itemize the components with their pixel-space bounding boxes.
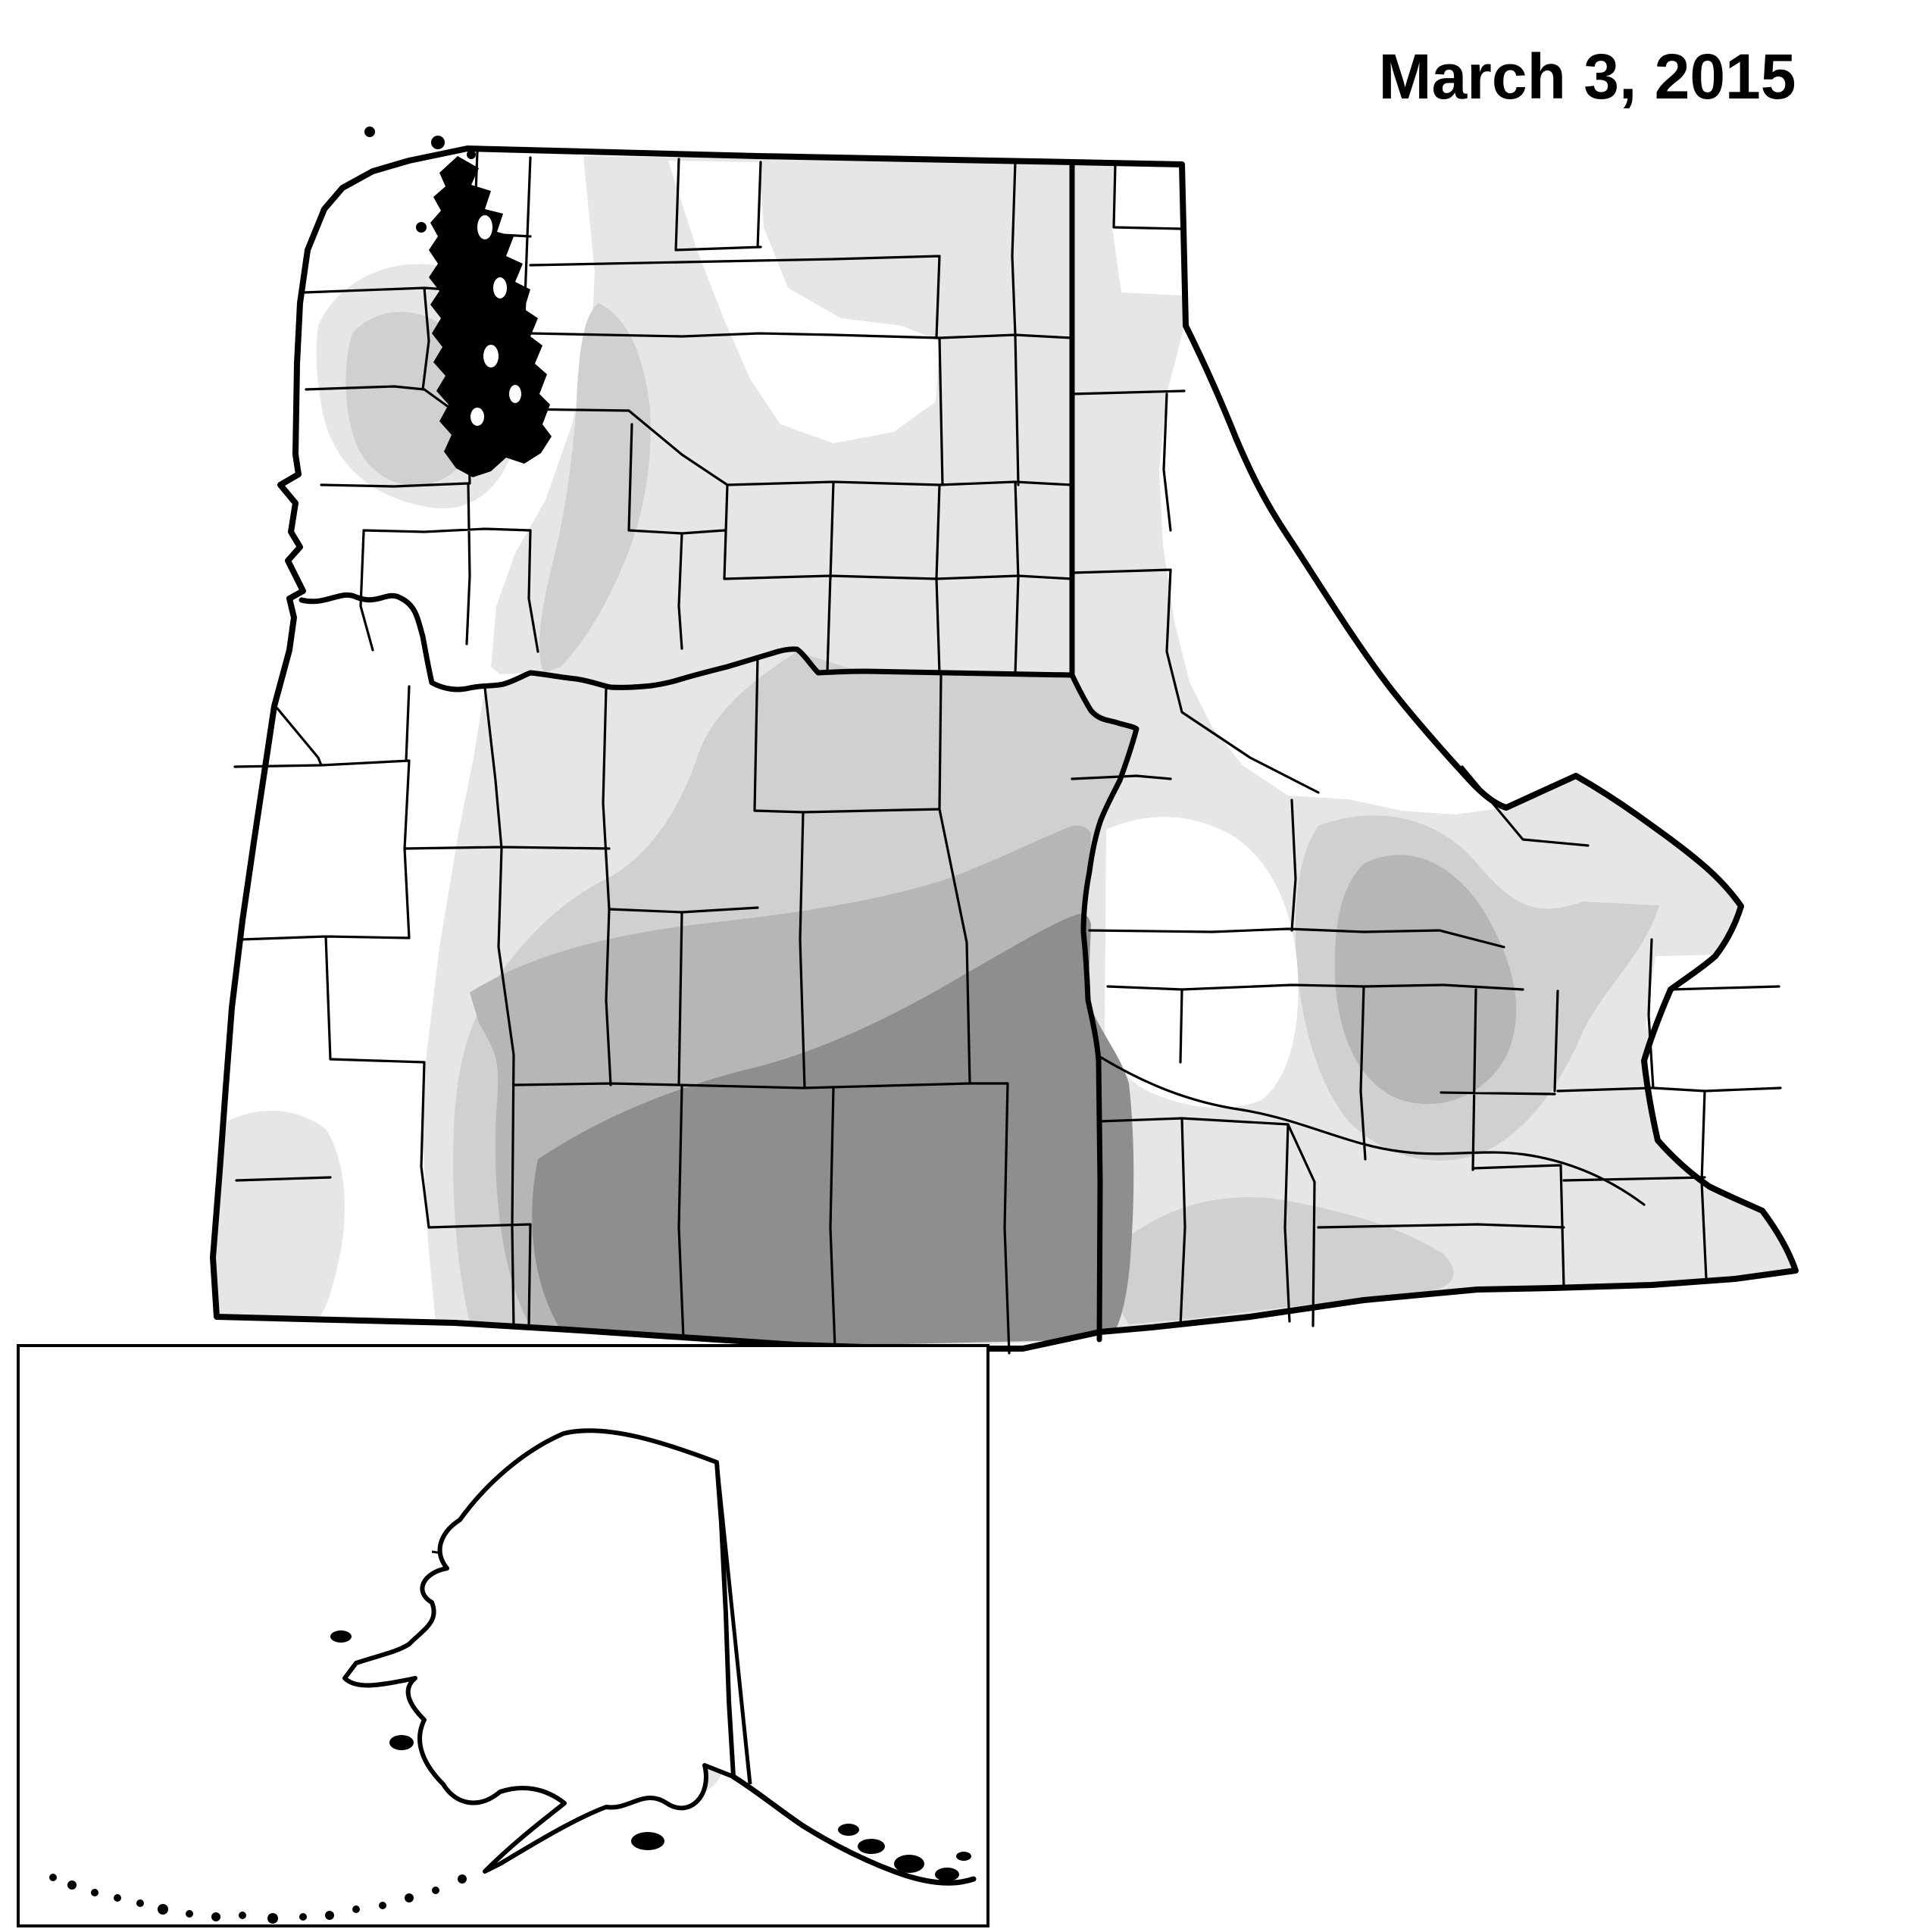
san-juan-island-dot <box>449 162 461 174</box>
island <box>956 1852 971 1861</box>
county-lines-idaho <box>1071 164 1782 1327</box>
st-lawrence-island <box>330 1630 352 1643</box>
alaska-canada-border <box>714 1462 752 1785</box>
island <box>894 1855 924 1873</box>
shade-d0-oregon-south-coast <box>215 1111 345 1318</box>
aleutian-dot <box>458 1874 467 1884</box>
island-hole <box>477 215 492 239</box>
san-juan-island-dot <box>467 150 476 159</box>
aleutian-dot <box>432 1887 439 1894</box>
aleutian-dot <box>136 1899 144 1907</box>
shade-d1-cascade-crest-band <box>539 303 651 673</box>
alaska-inset-frame <box>17 1344 989 1927</box>
shade-d1-idaho-south-band <box>1115 1197 1454 1324</box>
kodiak-island <box>631 1832 664 1850</box>
border-oregon-idaho-snake-river <box>1069 672 1140 1343</box>
aleutian-dot <box>379 1902 386 1909</box>
shade-none-idaho-west-pocket <box>1105 817 1299 1108</box>
alaska-inset <box>17 1344 989 1927</box>
aleutian-dot <box>158 1904 168 1915</box>
coastal-island-dot <box>416 222 427 233</box>
island <box>935 1868 959 1881</box>
aleutian-dot <box>267 1913 278 1924</box>
aleutian-dot <box>186 1910 193 1918</box>
aleutian-dot <box>299 1913 307 1921</box>
strait-island-dot <box>364 127 375 137</box>
aleutian-dot <box>405 1893 414 1902</box>
aleutian-dot <box>49 1874 57 1881</box>
aleutian-dot <box>325 1911 334 1920</box>
aleutian-dot <box>239 1912 246 1919</box>
aleutian-dot <box>91 1889 98 1896</box>
county-lines-oregon <box>233 655 1011 1355</box>
alaska-panhandle-islands <box>330 1630 971 1881</box>
island <box>838 1824 859 1836</box>
shade-none-idaho-panhandle-pocket <box>1112 165 1183 295</box>
map-date-title: March 3, 2015 <box>1378 41 1796 112</box>
puget-sound-blob <box>429 156 552 477</box>
island-hole <box>509 385 521 403</box>
state-outline-pacific-northwest <box>210 145 1799 1352</box>
aleutian-islands <box>49 1874 467 1924</box>
border-columbia-river-wa-or <box>299 592 1075 692</box>
puget-sound-waterways <box>364 127 552 477</box>
island-hole <box>493 277 507 299</box>
aleutian-dot <box>352 1905 360 1913</box>
shade-d2-idaho-core <box>1334 855 1517 1105</box>
island-hole <box>470 408 484 426</box>
san-juan-island-dot <box>431 136 445 149</box>
alaska-panhandle-coast <box>730 1774 977 1886</box>
island-hole <box>483 345 499 367</box>
shade-none-okanogan-pocket <box>668 161 939 443</box>
aleutian-dot <box>114 1894 121 1902</box>
shade-none-idaho-southeast-pocket <box>1646 953 1787 1167</box>
aleutian-dot <box>67 1880 77 1890</box>
island <box>858 1839 885 1854</box>
aleutian-dot <box>211 1912 220 1921</box>
nunivak-island <box>389 1735 414 1750</box>
hood-canal <box>446 246 481 446</box>
